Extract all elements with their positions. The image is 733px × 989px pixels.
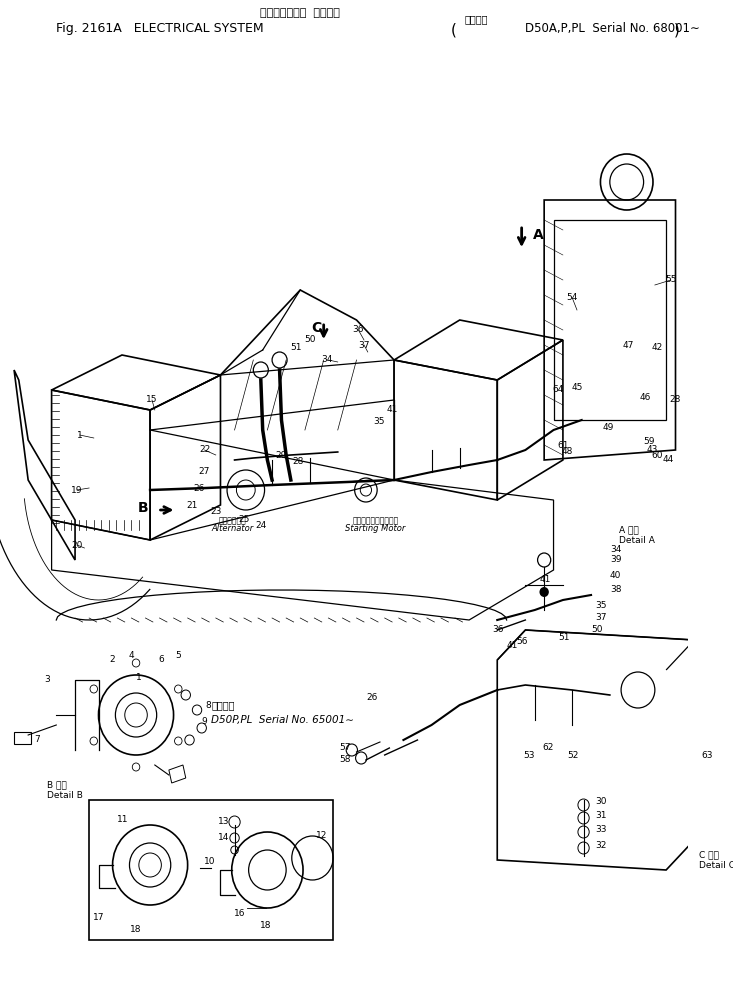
Text: 37: 37 <box>358 340 369 349</box>
Bar <box>553 220 666 420</box>
Text: 36: 36 <box>493 625 504 635</box>
Text: 28: 28 <box>292 458 304 467</box>
Text: Alternator: Alternator <box>212 524 254 533</box>
Text: 55: 55 <box>665 276 677 285</box>
Text: スターティングモータ: スターティングモータ <box>352 516 399 525</box>
Text: 6: 6 <box>158 656 164 665</box>
Text: 10: 10 <box>204 857 215 866</box>
Text: 18: 18 <box>130 926 141 935</box>
Text: 58: 58 <box>339 756 351 764</box>
Text: 5: 5 <box>175 651 181 660</box>
Text: 32: 32 <box>596 841 607 850</box>
Text: D50A,P,PL  Serial No. 68001∼: D50A,P,PL Serial No. 68001∼ <box>526 22 700 35</box>
Text: 38: 38 <box>610 585 622 594</box>
Text: C: C <box>312 321 322 335</box>
Text: Fig. 2161A   ELECTRICAL SYSTEM: Fig. 2161A ELECTRICAL SYSTEM <box>56 22 263 35</box>
Text: 64: 64 <box>553 386 564 395</box>
Text: 15: 15 <box>147 396 158 405</box>
Text: 39: 39 <box>610 556 622 565</box>
Text: 54: 54 <box>567 294 578 303</box>
Text: 3: 3 <box>44 675 50 684</box>
Text: 41: 41 <box>539 576 550 584</box>
Text: エレクトリカル  システム: エレクトリカル システム <box>260 8 340 18</box>
Text: 51: 51 <box>559 634 570 643</box>
Text: 26: 26 <box>366 693 377 702</box>
Text: 34: 34 <box>321 355 332 365</box>
Text: 8: 8 <box>205 700 211 709</box>
Text: 45: 45 <box>571 384 583 393</box>
Text: 47: 47 <box>623 340 634 349</box>
Text: 52: 52 <box>567 751 579 760</box>
Text: 46: 46 <box>640 394 651 403</box>
Text: 51: 51 <box>290 343 301 352</box>
Text: 56: 56 <box>516 638 528 647</box>
Text: 37: 37 <box>596 613 607 622</box>
Text: 41: 41 <box>386 405 398 414</box>
Text: 2: 2 <box>110 656 115 665</box>
Text: 適用号機: 適用号機 <box>211 700 235 710</box>
Text: 28: 28 <box>670 396 681 405</box>
Text: 27: 27 <box>199 468 210 477</box>
Text: 44: 44 <box>663 456 674 465</box>
Text: 適用号機: 適用号機 <box>465 14 488 24</box>
Text: B 詳細
Detail B: B 詳細 Detail B <box>47 780 83 800</box>
Text: 19: 19 <box>71 486 83 494</box>
Text: 63: 63 <box>701 751 713 760</box>
Text: 57: 57 <box>339 744 351 753</box>
Text: 49: 49 <box>603 423 614 432</box>
Text: 26: 26 <box>194 484 205 493</box>
Text: 14: 14 <box>218 833 229 842</box>
Text: 21: 21 <box>187 500 198 509</box>
Text: (: ( <box>450 22 456 37</box>
Circle shape <box>539 587 549 597</box>
Text: 50: 50 <box>591 625 603 635</box>
Text: 42: 42 <box>651 343 663 352</box>
Text: 59: 59 <box>644 437 655 446</box>
Text: 1: 1 <box>77 430 83 439</box>
Text: 43: 43 <box>647 445 658 455</box>
Text: C 詳細
Detail C: C 詳細 Detail C <box>699 850 733 870</box>
Bar <box>89 800 333 940</box>
Text: 40: 40 <box>610 571 621 580</box>
Text: Starting Motor: Starting Motor <box>345 524 405 533</box>
Text: 25: 25 <box>238 515 250 524</box>
Text: 17: 17 <box>93 914 104 923</box>
Text: 53: 53 <box>523 751 535 760</box>
Text: 29: 29 <box>276 452 287 461</box>
Text: 48: 48 <box>562 447 573 457</box>
Text: 50: 50 <box>304 335 315 344</box>
Text: 34: 34 <box>610 546 621 555</box>
Text: D50P,PL  Serial No. 65001∼: D50P,PL Serial No. 65001∼ <box>211 715 354 725</box>
Text: 36: 36 <box>353 325 364 334</box>
Text: 12: 12 <box>316 831 328 840</box>
Text: 33: 33 <box>596 826 607 835</box>
Text: 1: 1 <box>136 674 141 682</box>
Text: 9: 9 <box>202 717 207 727</box>
Text: 35: 35 <box>596 600 607 609</box>
Text: 13: 13 <box>218 818 229 827</box>
Text: 31: 31 <box>596 811 607 820</box>
Text: ): ) <box>674 22 680 37</box>
Text: 35: 35 <box>373 417 385 426</box>
Text: 24: 24 <box>255 520 266 529</box>
Text: 23: 23 <box>210 507 221 516</box>
Text: 16: 16 <box>234 909 245 918</box>
Text: 62: 62 <box>542 744 553 753</box>
Text: 60: 60 <box>651 451 663 460</box>
Text: B: B <box>138 501 148 515</box>
Text: 30: 30 <box>596 797 607 806</box>
Text: オルタネータ: オルタネータ <box>218 516 246 525</box>
Text: 7: 7 <box>34 736 40 745</box>
Text: 18: 18 <box>259 921 271 930</box>
Text: 41: 41 <box>507 641 518 650</box>
Text: 4: 4 <box>128 651 134 660</box>
Text: 11: 11 <box>117 816 129 825</box>
Text: A 詳細
Detail A: A 詳細 Detail A <box>619 525 655 545</box>
Bar <box>14 732 31 744</box>
Text: A: A <box>533 228 544 242</box>
Text: 20: 20 <box>71 541 83 550</box>
Text: 22: 22 <box>199 445 210 455</box>
Text: 61: 61 <box>557 440 569 449</box>
